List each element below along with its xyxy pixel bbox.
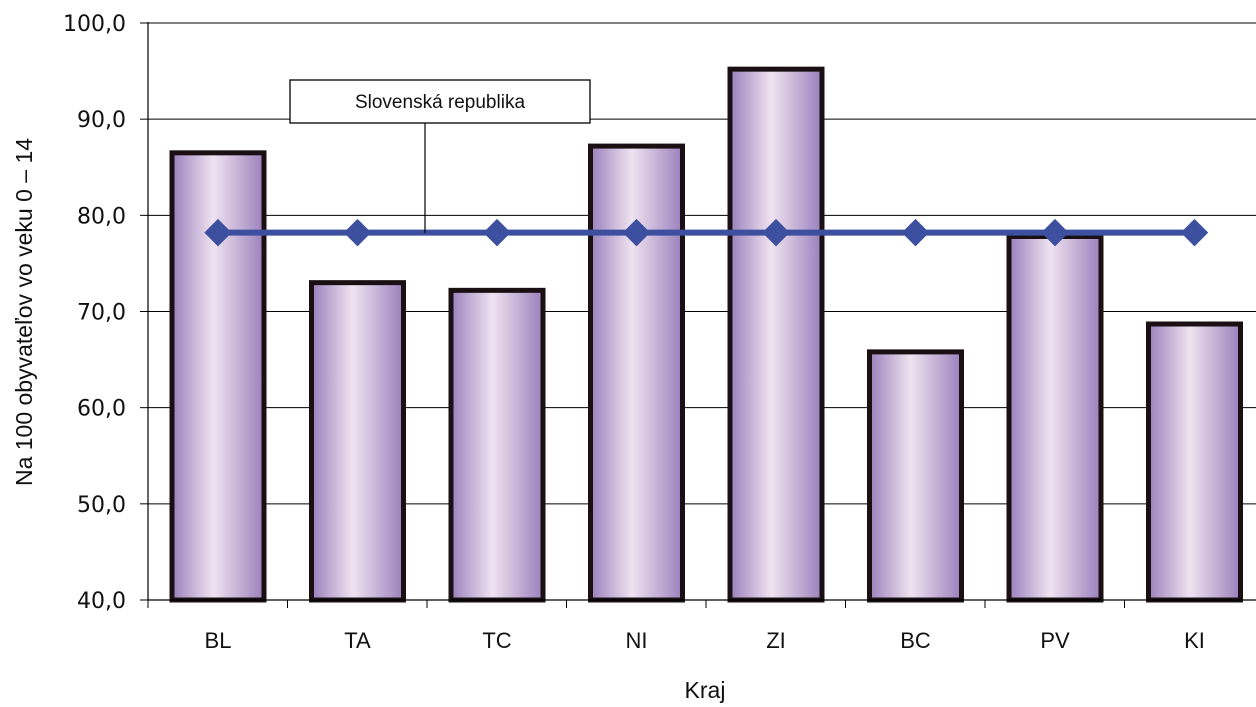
bar-ki bbox=[1149, 324, 1241, 600]
bar-bc bbox=[870, 352, 962, 600]
line-series-slovenska-republika bbox=[205, 220, 1208, 246]
x-category-label: ZI bbox=[766, 628, 786, 653]
x-axis-title: Kraj bbox=[685, 677, 726, 703]
bar-ni bbox=[591, 146, 683, 600]
x-category-label: NI bbox=[626, 628, 648, 653]
bar-ta bbox=[312, 283, 404, 600]
bar-zi bbox=[730, 69, 822, 600]
bar-tc bbox=[451, 290, 543, 600]
bar-series bbox=[172, 69, 1241, 600]
x-category-label: TC bbox=[482, 628, 511, 653]
y-tick-label: 60,0 bbox=[77, 397, 126, 422]
line-point-marker bbox=[903, 220, 929, 246]
line-point-marker bbox=[1182, 220, 1208, 246]
legend-label: Slovenská republika bbox=[355, 92, 525, 113]
y-tick-labels: 40,0 50,0 60,0 70,0 80,0 90,0 100,0 bbox=[63, 12, 126, 614]
y-tick-label: 100,0 bbox=[63, 12, 126, 37]
x-category-label: TA bbox=[344, 628, 371, 653]
line-point-marker bbox=[484, 220, 510, 246]
y-tick-label: 50,0 bbox=[77, 493, 126, 518]
y-tick-label: 40,0 bbox=[77, 589, 126, 614]
x-category-label: PV bbox=[1040, 628, 1070, 653]
line-point-marker bbox=[345, 220, 371, 246]
x-category-labels: BL TA TC NI ZI BC PV KI bbox=[205, 628, 1205, 653]
x-category-label: BC bbox=[900, 628, 931, 653]
y-tick-label: 70,0 bbox=[77, 301, 126, 326]
y-axis-title: Na 100 obyvateľov vo veku 0 – 14 bbox=[11, 138, 37, 486]
x-category-label: KI bbox=[1184, 628, 1205, 653]
y-tick-label: 90,0 bbox=[77, 108, 126, 133]
legend-callout: Slovenská republika bbox=[290, 80, 590, 233]
x-category-label: BL bbox=[205, 628, 232, 653]
bar-pv bbox=[1009, 236, 1101, 600]
y-tick-label: 80,0 bbox=[77, 204, 126, 229]
